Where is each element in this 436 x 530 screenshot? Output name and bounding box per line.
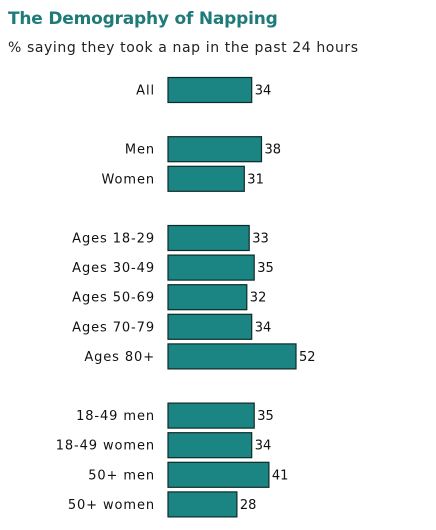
data-label: 33 — [252, 232, 269, 247]
category-label: Ages 80+ — [84, 350, 155, 365]
bar-all — [167, 76, 253, 104]
category-label: Ages 30-49 — [72, 261, 155, 276]
data-label: 34 — [255, 439, 272, 454]
bar-ages-18-29 — [167, 224, 250, 252]
bar-50-women — [167, 491, 238, 518]
bar-ages-30-49 — [167, 254, 255, 281]
bar-18-49-men — [167, 402, 255, 429]
data-label: 35 — [257, 261, 274, 276]
category-label: 50+ men — [88, 468, 155, 483]
bar-50-men — [167, 461, 270, 488]
chart-subtitle: % saying they took a nap in the past 24 … — [8, 40, 359, 56]
data-label: 32 — [250, 291, 267, 306]
bar-ages-50-69 — [167, 284, 248, 311]
bar-18-49-women — [167, 432, 253, 459]
data-label: 35 — [257, 409, 274, 424]
category-label: 18-49 men — [76, 409, 155, 424]
data-label: 28 — [240, 498, 257, 513]
data-label: 31 — [247, 172, 264, 187]
category-label: Men — [125, 143, 155, 158]
category-label: All — [136, 84, 155, 99]
category-label: Women — [102, 172, 155, 187]
bar-ages-80- — [167, 343, 297, 370]
data-label: 34 — [255, 320, 272, 335]
data-label: 34 — [255, 84, 272, 99]
chart-title: The Demography of Napping — [8, 9, 278, 29]
category-label: Ages 50-69 — [72, 291, 155, 306]
category-label: 50+ women — [68, 498, 155, 513]
data-label: 52 — [299, 350, 316, 365]
category-label: Ages 18-29 — [72, 232, 155, 247]
bar-women — [167, 165, 245, 192]
category-label: 18-49 women — [56, 439, 155, 454]
data-label: 41 — [272, 468, 289, 483]
bar-ages-70-79 — [167, 313, 253, 340]
data-label: 38 — [265, 143, 282, 158]
category-label: Ages 70-79 — [72, 320, 155, 335]
bar-men — [167, 136, 263, 163]
